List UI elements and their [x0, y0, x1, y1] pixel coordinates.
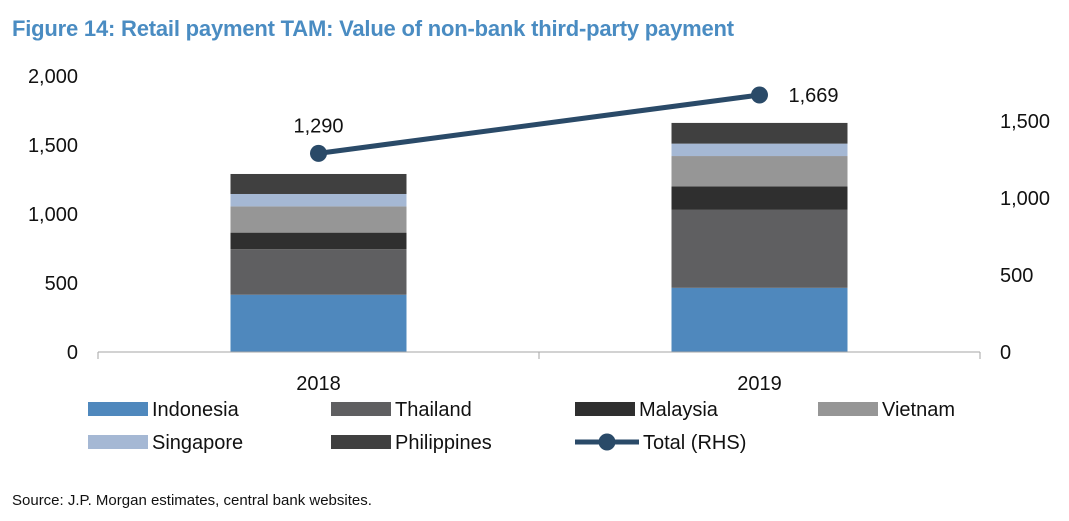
chart-title: Figure 14: Retail payment TAM: Value of … [12, 16, 734, 41]
legend-item-total-rhs: Total (RHS) [575, 432, 746, 454]
left-tick-label-0: 0 [67, 342, 78, 364]
right-tick-label-1-000: 1,000 [1000, 188, 1050, 210]
legend-label-indonesia: Indonesia [152, 399, 240, 421]
right-tick-label-0: 0 [1000, 342, 1011, 364]
left-tick-label-2-000: 2,000 [28, 66, 78, 88]
bar-singapore-2019 [671, 143, 848, 157]
line-layer: 1,290 1,669 [293, 85, 839, 162]
legend-item-vietnam: Vietnam [818, 399, 955, 421]
right-tick-label-500: 500 [1000, 265, 1033, 287]
bar-thailand-2018 [230, 249, 407, 295]
bar-philippines-2019 [671, 122, 848, 144]
bar-philippines-2018 [230, 173, 407, 194]
legend-label-thailand: Thailand [395, 399, 472, 421]
right-tick-label-1-500: 1,500 [1000, 111, 1050, 133]
legend-label-total-rhs: Total (RHS) [643, 432, 746, 454]
bar-indonesia-2019 [671, 287, 848, 352]
axes-layer: 2018 2019 0 500 1,000 1,500 2,000 0 500 1,000 1,50… [28, 66, 1050, 395]
legend-item-malaysia: Malaysia [575, 399, 719, 421]
legend-label-vietnam: Vietnam [882, 399, 955, 421]
legend-swatch-vietnam [818, 402, 878, 416]
bar-malaysia-2019 [671, 186, 848, 210]
legend: Indonesia Thailand Malaysia Vietnam Singapor… [88, 399, 955, 454]
left-tick-label-1-500: 1,500 [28, 135, 78, 157]
total-label-2019: 1,669 [789, 85, 839, 107]
left-tick-label-1-000: 1,000 [28, 204, 78, 226]
legend-item-singapore: Singapore [88, 432, 243, 454]
legend-swatch-singapore [88, 435, 148, 449]
bar-indonesia-2018 [230, 294, 407, 352]
legend-swatch-philippines [331, 435, 391, 449]
x-tick-label-2019: 2019 [737, 373, 782, 395]
left-tick-label-500: 500 [45, 273, 78, 295]
bar-thailand-2019 [671, 209, 848, 288]
legend-label-malaysia: Malaysia [639, 399, 719, 421]
total-point-2019 [751, 86, 768, 104]
legend-swatch-thailand [331, 402, 391, 416]
legend-swatch-malaysia [575, 402, 635, 416]
legend-label-philippines: Philippines [395, 432, 492, 454]
legend-item-thailand: Thailand [331, 399, 472, 421]
total-label-2018: 1,290 [293, 115, 343, 137]
legend-item-philippines: Philippines [331, 432, 492, 454]
bars-layer [230, 122, 848, 352]
legend-swatch-indonesia [88, 402, 148, 416]
legend-item-indonesia: Indonesia [88, 399, 240, 421]
bar-vietnam-2019 [671, 156, 848, 187]
x-tick-label-2018: 2018 [296, 373, 341, 395]
legend-label-singapore: Singapore [152, 432, 243, 454]
source-note: Source: J.P. Morgan estimates, central b… [12, 492, 372, 509]
total-line [316, 92, 762, 156]
bar-vietnam-2018 [230, 206, 407, 233]
bar-malaysia-2018 [230, 232, 407, 250]
total-point-2018 [310, 144, 327, 162]
bar-singapore-2018 [230, 193, 407, 207]
legend-marker-total-rhs [598, 433, 616, 451]
